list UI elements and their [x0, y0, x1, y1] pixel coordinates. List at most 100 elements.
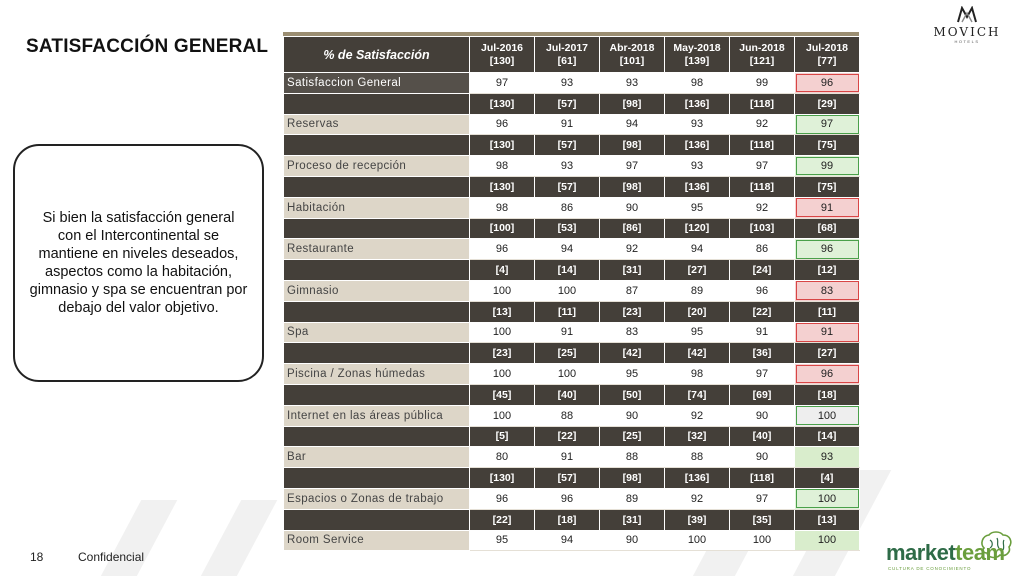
column-period: Jun-2018: [739, 41, 785, 54]
sample-size-cell: [118]: [729, 92, 795, 115]
sample-size-row: [130] [57] [98] [136] [118] [29]: [283, 92, 860, 115]
value-cell: 98: [469, 196, 535, 219]
satisfaction-table: % de Satisfacción Jul-2016 [130] Jul-2017 [6…: [283, 36, 860, 552]
sample-size-cell: [32]: [664, 425, 730, 448]
table-row: Satisfaccion General 97 93 93 98 99 96: [283, 72, 860, 94]
value-cell: 96: [469, 487, 535, 510]
sample-size-cell: [20]: [664, 300, 730, 323]
value-cell: 91: [534, 113, 600, 136]
sample-size-cell: [57]: [534, 175, 600, 198]
value-cell: 87: [599, 279, 665, 302]
table-header-title: % de Satisfacción: [283, 36, 470, 73]
value-cell: 94: [534, 529, 600, 552]
sample-size-label-cell: [283, 508, 470, 531]
value-cell: 98: [664, 72, 730, 94]
sample-size-cell: [27]: [794, 342, 860, 365]
column-sample-size: [130]: [489, 54, 515, 67]
value-cell: 93: [664, 113, 730, 136]
value-cell: 97: [469, 72, 535, 94]
sample-size-cell: [23]: [599, 300, 665, 323]
sample-size-cell: [86]: [599, 217, 665, 240]
column-sample-size: [101]: [619, 54, 645, 67]
background-stripe: [98, 500, 178, 576]
value-cell: 96: [794, 72, 860, 94]
page-number: 18: [30, 550, 44, 564]
column-period: Jul-2016: [480, 41, 524, 54]
sample-size-row: [4] [14] [31] [27] [24] [12]: [283, 259, 860, 281]
value-cell: 80: [469, 446, 535, 469]
sample-size-label-cell: [283, 175, 470, 198]
sample-size-row: [100] [53] [86] [120] [103] [68]: [283, 217, 860, 240]
sample-size-cell: [120]: [664, 217, 730, 240]
sample-size-cell: [130]: [469, 92, 535, 115]
sample-size-row: [130] [57] [98] [136] [118] [75]: [283, 134, 860, 157]
background-stripe: [198, 500, 278, 576]
table-row: Proceso de recepción 98 93 97 93 97 99: [283, 155, 860, 177]
value-cell: 99: [729, 72, 795, 94]
sample-size-cell: [31]: [599, 508, 665, 531]
value-cell: 100: [469, 279, 535, 302]
table-row: Room Service 95 94 90 100 100 100: [283, 529, 860, 552]
sample-size-cell: [57]: [534, 92, 600, 115]
value-cell: 93: [664, 155, 730, 177]
sample-size-cell: [130]: [469, 134, 535, 157]
sample-size-cell: [118]: [729, 175, 795, 198]
value-cell: 91: [534, 321, 600, 344]
column-header: Jul-2016 [130]: [469, 36, 535, 73]
table-row: Espacios o Zonas de trabajo 96 96 89 92 97 100: [283, 487, 860, 510]
sample-size-cell: [4]: [794, 467, 860, 489]
table-top-bar: [283, 32, 859, 36]
row-label: Espacios o Zonas de trabajo: [283, 487, 470, 510]
value-cell: 100: [469, 404, 535, 427]
value-cell: 97: [599, 155, 665, 177]
sample-size-cell: [69]: [729, 383, 795, 406]
value-cell: 93: [534, 72, 600, 94]
column-period: Abr-2018: [609, 41, 655, 54]
summary-callout: Si bien la satisfacción general con el I…: [13, 144, 264, 382]
sample-size-label-cell: [283, 259, 470, 281]
table-row: Gimnasio 100 100 87 89 96 83: [283, 279, 860, 302]
value-cell: 89: [599, 487, 665, 510]
sample-size-cell: [57]: [534, 467, 600, 489]
sample-size-cell: [103]: [729, 217, 795, 240]
value-cell: 92: [599, 238, 665, 261]
marketteam-word-b: team: [955, 540, 1005, 565]
value-cell: 97: [729, 487, 795, 510]
sample-size-cell: [18]: [534, 508, 600, 531]
sample-size-cell: [57]: [534, 134, 600, 157]
value-cell: 91: [534, 446, 600, 469]
sample-size-row: [130] [57] [98] [136] [118] [4]: [283, 467, 860, 489]
sample-size-cell: [50]: [599, 383, 665, 406]
sample-size-cell: [39]: [664, 508, 730, 531]
value-cell: 88: [664, 446, 730, 469]
value-cell: 98: [664, 363, 730, 385]
sample-size-label-cell: [283, 383, 470, 406]
value-cell: 90: [599, 404, 665, 427]
value-cell: 93: [794, 446, 860, 469]
sample-size-cell: [136]: [664, 467, 730, 489]
sample-size-cell: [11]: [794, 300, 860, 323]
sample-size-cell: [75]: [794, 134, 860, 157]
value-cell: 97: [794, 113, 860, 136]
sample-size-row: [130] [57] [98] [136] [118] [75]: [283, 175, 860, 198]
value-cell: 86: [729, 238, 795, 261]
movich-logo: MOVICH HOTELS: [928, 6, 1006, 44]
sample-size-cell: [25]: [599, 425, 665, 448]
sample-size-label-cell: [283, 217, 470, 240]
sample-size-cell: [118]: [729, 134, 795, 157]
value-cell: 93: [534, 155, 600, 177]
row-label: Habitación: [283, 196, 470, 219]
sample-size-cell: [74]: [664, 383, 730, 406]
row-label: Restaurante: [283, 238, 470, 261]
value-cell: 93: [599, 72, 665, 94]
value-cell: 95: [599, 363, 665, 385]
value-cell: 100: [794, 487, 860, 510]
value-cell: 86: [534, 196, 600, 219]
table-row: Habitación 98 86 90 95 92 91: [283, 196, 860, 219]
sample-size-cell: [45]: [469, 383, 535, 406]
value-cell: 94: [534, 238, 600, 261]
column-sample-size: [139]: [684, 54, 710, 67]
sample-size-cell: [5]: [469, 425, 535, 448]
sample-size-cell: [22]: [729, 300, 795, 323]
value-cell: 90: [729, 404, 795, 427]
